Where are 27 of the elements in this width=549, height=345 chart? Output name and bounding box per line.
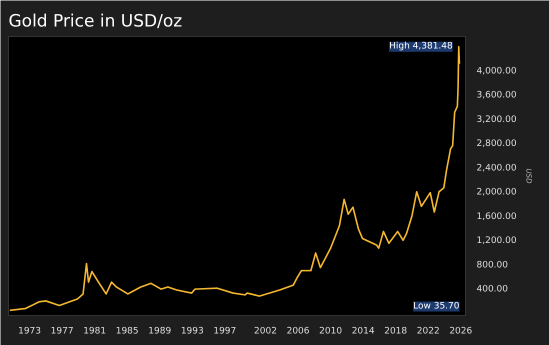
x-tick-label: 1981 xyxy=(83,326,106,336)
y-tick-label: 400.00 xyxy=(476,284,508,295)
y-tick-label: 2,400.00 xyxy=(476,163,517,174)
x-tick-label: 1997 xyxy=(213,326,236,336)
annotation: Low 35.70 xyxy=(413,302,460,312)
chart-title: Gold Price in USD/oz xyxy=(8,12,182,32)
x-tick-label: 2026 xyxy=(449,326,473,336)
x-tick-label: 2002 xyxy=(254,326,277,336)
x-tick-label: 1985 xyxy=(116,326,139,336)
x-tick-label: 2022 xyxy=(416,326,440,336)
x-tick-label: 1973 xyxy=(18,326,42,336)
annotation: High 4,381.48 xyxy=(389,42,453,52)
x-tick-label: 1993 xyxy=(180,326,204,336)
x-tick-label: 1977 xyxy=(50,326,74,336)
y-tick-label: 2,000.00 xyxy=(476,188,517,198)
y-tick-label: 800.00 xyxy=(476,260,508,270)
x-tick-label: 2010 xyxy=(319,326,342,336)
y-tick-label: 1,200.00 xyxy=(476,236,517,246)
y-tick-label: 2,800.00 xyxy=(476,139,517,150)
x-tick-label: 2014 xyxy=(352,326,375,336)
x-tick-label: 1989 xyxy=(148,326,172,336)
y-tick-label: 1,600.00 xyxy=(476,212,517,222)
x-tick-label: 2006 xyxy=(286,326,310,336)
x-tick-label: 2018 xyxy=(384,326,408,336)
y-tick-label: 3,600.00 xyxy=(476,90,517,101)
y-tick-label: 3,200.00 xyxy=(476,114,517,125)
y-tick-label: 4,000.00 xyxy=(476,66,517,76)
